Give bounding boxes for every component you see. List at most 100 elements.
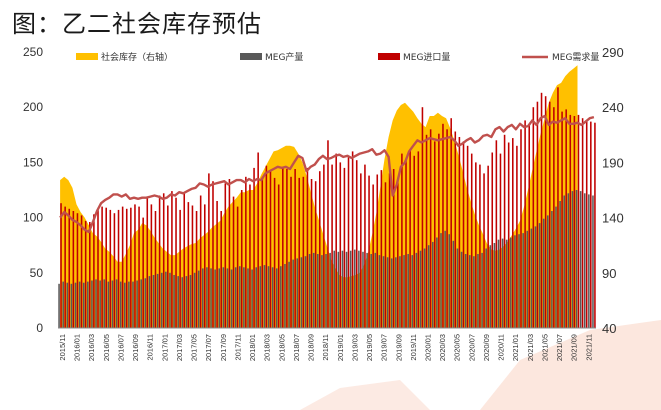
bar-meg-production xyxy=(452,240,455,328)
bar-meg-production xyxy=(510,237,512,328)
bar-meg-import xyxy=(80,215,83,328)
bar-meg-import xyxy=(565,109,567,329)
x-tick-label: 2018/01 xyxy=(248,334,257,361)
line-series-layer xyxy=(59,114,595,234)
bar-meg-import xyxy=(68,208,71,328)
x-tick-label: 2019/05 xyxy=(365,334,374,361)
bar-meg-import xyxy=(138,206,140,328)
bar-meg-import xyxy=(162,193,165,328)
bar-meg-import xyxy=(421,107,424,328)
bar-meg-import xyxy=(466,145,469,328)
bar-meg-import xyxy=(224,183,227,328)
bar-meg-production xyxy=(374,252,377,328)
bar-meg-production xyxy=(419,250,422,328)
bar-meg-production xyxy=(567,193,570,328)
bar-meg-production xyxy=(575,190,578,328)
bar-meg-production xyxy=(588,194,590,328)
x-tick-label: 2018/07 xyxy=(292,334,301,361)
bar-meg-production xyxy=(185,276,188,328)
bar-meg-import xyxy=(524,120,526,329)
bar-meg-import xyxy=(109,209,112,328)
bar-meg-production xyxy=(243,267,245,328)
y-left-tick-label: 150 xyxy=(23,155,43,169)
bar-meg-import xyxy=(495,140,498,328)
bar-meg-production xyxy=(415,252,418,328)
area-social-inventory xyxy=(60,65,578,328)
bar-meg-production xyxy=(218,268,221,328)
y-left-tick-label: 250 xyxy=(23,45,43,59)
bar-meg-production xyxy=(325,254,327,328)
bar-meg-import xyxy=(191,205,194,328)
y-right-tick-label: 290 xyxy=(602,45,624,60)
bar-meg-import xyxy=(446,129,448,328)
bar-meg-production xyxy=(280,266,282,328)
bar-meg-production xyxy=(505,239,508,328)
bar-meg-production xyxy=(440,233,442,328)
x-tick-label: 2020/01 xyxy=(424,334,433,361)
x-tick-label: 2020/11 xyxy=(497,334,506,361)
bar-meg-production xyxy=(526,230,529,328)
x-tick-label: 2017/07 xyxy=(204,334,213,361)
bar-meg-import xyxy=(450,118,452,328)
x-tick-label: 2021/07 xyxy=(555,334,564,361)
x-tick-label: 2016/07 xyxy=(117,334,126,361)
bar-meg-import xyxy=(76,213,79,328)
bar-meg-import xyxy=(261,176,264,328)
bar-meg-production xyxy=(62,281,64,328)
bar-meg-production xyxy=(152,275,155,328)
legend-label: 社会库存（右轴） xyxy=(101,51,173,63)
x-tick-label: 2019/07 xyxy=(380,334,389,361)
bar-meg-production xyxy=(267,266,270,328)
bar-meg-import xyxy=(339,162,342,328)
y-right-tick-label: 90 xyxy=(602,266,616,281)
bar-meg-production xyxy=(210,268,212,328)
bar-meg-production xyxy=(165,271,167,328)
bar-meg-production xyxy=(284,264,286,328)
bar-meg-import xyxy=(269,171,272,328)
bar-meg-production xyxy=(173,275,175,328)
x-tick-label: 2021/05 xyxy=(540,334,549,361)
bar-meg-import xyxy=(331,164,333,328)
bar-meg-production xyxy=(321,255,323,328)
bar-meg-import xyxy=(273,177,276,328)
bar-meg-import xyxy=(113,213,116,328)
y-left-tick-label: 100 xyxy=(23,211,43,225)
bar-meg-production xyxy=(358,250,360,328)
bar-meg-production xyxy=(464,254,467,328)
bar-meg-import xyxy=(146,196,149,328)
bar-meg-production xyxy=(551,211,553,328)
bar-meg-production xyxy=(140,279,142,328)
x-tick-label: 2020/03 xyxy=(438,334,447,361)
bar-meg-production xyxy=(275,268,278,328)
bar-meg-import xyxy=(97,209,99,328)
bar-meg-import xyxy=(557,87,559,328)
bar-meg-import xyxy=(388,173,391,328)
bar-meg-import xyxy=(343,167,346,328)
bar-meg-production xyxy=(592,195,594,328)
bar-meg-import xyxy=(372,184,374,328)
bar-meg-import xyxy=(487,165,489,328)
bar-meg-import xyxy=(380,170,383,328)
y-right-tick-label: 40 xyxy=(602,321,616,336)
bar-meg-import xyxy=(392,169,395,328)
bar-meg-import xyxy=(228,179,231,328)
bar-meg-production xyxy=(518,234,520,328)
x-tick-label: 2016/09 xyxy=(131,334,140,361)
bar-meg-production xyxy=(263,265,266,328)
bar-meg-production xyxy=(366,252,368,328)
bar-meg-production xyxy=(103,279,106,328)
bar-meg-production xyxy=(542,218,545,328)
bar-meg-import xyxy=(585,120,588,329)
bar-meg-production xyxy=(160,272,163,328)
bar-meg-production xyxy=(436,237,438,328)
bar-meg-production xyxy=(456,248,459,328)
bar-meg-import xyxy=(544,96,547,328)
x-tick-label: 2018/05 xyxy=(277,334,286,361)
x-tick-label: 2019/01 xyxy=(336,334,345,361)
bar-meg-production xyxy=(271,267,274,328)
bar-meg-production xyxy=(423,248,426,328)
bar-meg-import xyxy=(507,142,510,328)
bar-meg-production xyxy=(58,283,60,328)
bar-meg-import xyxy=(364,164,366,328)
legend-label: MEG需求量 xyxy=(552,51,599,63)
